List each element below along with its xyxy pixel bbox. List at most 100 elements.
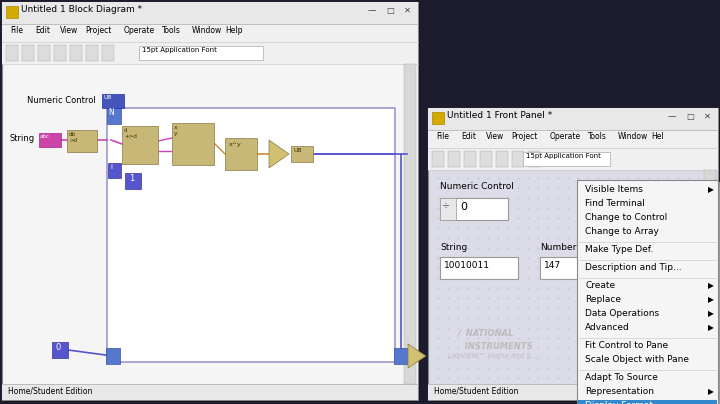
Bar — [579, 182, 720, 404]
Bar — [2, 42, 418, 64]
Text: Make Type Def.: Make Type Def. — [585, 245, 653, 254]
Text: String: String — [440, 243, 467, 252]
Bar — [102, 45, 114, 61]
Text: □: □ — [386, 6, 394, 15]
Bar — [704, 170, 716, 384]
Text: N: N — [108, 108, 114, 117]
Text: ▶: ▶ — [708, 387, 714, 396]
Text: Adapt To Source: Adapt To Source — [585, 373, 658, 382]
Bar — [448, 151, 460, 167]
Bar — [6, 45, 18, 61]
Text: 15pt Application Font: 15pt Application Font — [142, 47, 217, 53]
Text: Number: Number — [452, 349, 486, 358]
Text: Edit: Edit — [461, 132, 476, 141]
Bar — [2, 24, 418, 42]
Bar — [2, 2, 418, 400]
Bar — [512, 151, 524, 167]
Bar — [122, 126, 158, 164]
Text: LabVIEW™ Home and S...: LabVIEW™ Home and S... — [448, 353, 538, 359]
Text: Help: Help — [225, 26, 243, 35]
Text: View: View — [486, 132, 504, 141]
Text: Visible Items: Visible Items — [585, 185, 643, 194]
Bar — [440, 198, 508, 220]
Text: Tools: Tools — [588, 132, 607, 141]
Text: File: File — [10, 26, 23, 35]
Bar — [4, 4, 420, 402]
Text: Data Operations: Data Operations — [585, 309, 659, 318]
Bar — [2, 384, 418, 400]
Bar — [38, 45, 50, 61]
Bar — [577, 180, 718, 404]
Bar — [394, 348, 408, 364]
Bar — [528, 151, 540, 167]
Text: ✕: ✕ — [404, 6, 411, 15]
Text: ▶: ▶ — [708, 323, 714, 332]
Bar — [125, 173, 141, 189]
Text: ▶: ▶ — [708, 295, 714, 304]
Bar — [67, 130, 97, 152]
Bar — [578, 400, 717, 404]
Text: Change to Array: Change to Array — [585, 227, 659, 236]
Bar — [225, 138, 257, 170]
Text: x^y: x^y — [229, 142, 242, 147]
Text: INSTRUMENTS: INSTRUMENTS — [185, 336, 277, 346]
Text: Display Format...: Display Format... — [585, 401, 662, 404]
Text: 0: 0 — [56, 343, 61, 352]
Text: Window: Window — [618, 132, 648, 141]
Bar — [523, 152, 610, 166]
Text: Create: Create — [585, 281, 615, 290]
Text: Project: Project — [511, 132, 537, 141]
Bar — [70, 45, 82, 61]
Text: File: File — [436, 132, 449, 141]
Text: Change to Control: Change to Control — [585, 213, 667, 222]
Text: View: View — [60, 26, 78, 35]
Bar — [139, 46, 263, 60]
Text: Window: Window — [192, 26, 222, 35]
Text: Scale Object with Pane: Scale Object with Pane — [585, 355, 689, 364]
Text: 147: 147 — [544, 261, 561, 270]
Text: Number: Number — [540, 243, 577, 252]
Bar — [540, 257, 592, 279]
Text: LabVIEW™ Home and Student Edition: LabVIEW™ Home and Student Edition — [168, 348, 312, 357]
Bar — [480, 151, 492, 167]
Text: d
+>d: d +>d — [124, 128, 137, 139]
Text: ▶: ▶ — [708, 309, 714, 318]
Bar — [86, 45, 98, 61]
Bar — [430, 110, 720, 402]
Text: /  NATIONAL: / NATIONAL — [183, 322, 248, 332]
Text: Tools: Tools — [162, 26, 181, 35]
Text: x
y: x y — [174, 125, 178, 136]
Bar — [54, 45, 66, 61]
Bar — [172, 123, 214, 165]
Text: Home/Student Edition: Home/Student Edition — [434, 386, 518, 395]
Text: 1: 1 — [129, 174, 134, 183]
Text: Numeric Control: Numeric Control — [440, 182, 514, 191]
Text: Operate: Operate — [549, 132, 580, 141]
Text: Replace: Replace — [585, 295, 621, 304]
Text: U8: U8 — [293, 148, 302, 153]
Text: Untitled 1 Front Panel *: Untitled 1 Front Panel * — [447, 111, 552, 120]
Text: INSTRUMENTS: INSTRUMENTS — [456, 342, 533, 351]
Bar — [52, 342, 68, 358]
Bar — [464, 151, 476, 167]
Polygon shape — [269, 140, 289, 168]
Text: Find Terminal: Find Terminal — [585, 199, 645, 208]
Text: 10010011: 10010011 — [444, 261, 490, 270]
Bar — [108, 163, 121, 178]
Text: 15pt Application Font: 15pt Application Font — [526, 153, 601, 159]
Bar — [291, 146, 313, 162]
Bar — [107, 108, 395, 362]
Text: ▶: ▶ — [708, 185, 714, 194]
Bar — [430, 170, 702, 384]
Text: Numeric Control: Numeric Control — [27, 96, 96, 105]
Text: ÷: ÷ — [442, 200, 450, 210]
Text: String: String — [9, 134, 34, 143]
Bar — [440, 257, 518, 279]
Text: Project: Project — [85, 26, 112, 35]
Bar — [428, 348, 450, 364]
Text: Advanced: Advanced — [585, 323, 630, 332]
Text: —: — — [668, 112, 676, 121]
Text: Home/Student Edition: Home/Student Edition — [8, 386, 92, 395]
Text: i: i — [110, 164, 112, 170]
Text: ▶: ▶ — [708, 281, 714, 290]
